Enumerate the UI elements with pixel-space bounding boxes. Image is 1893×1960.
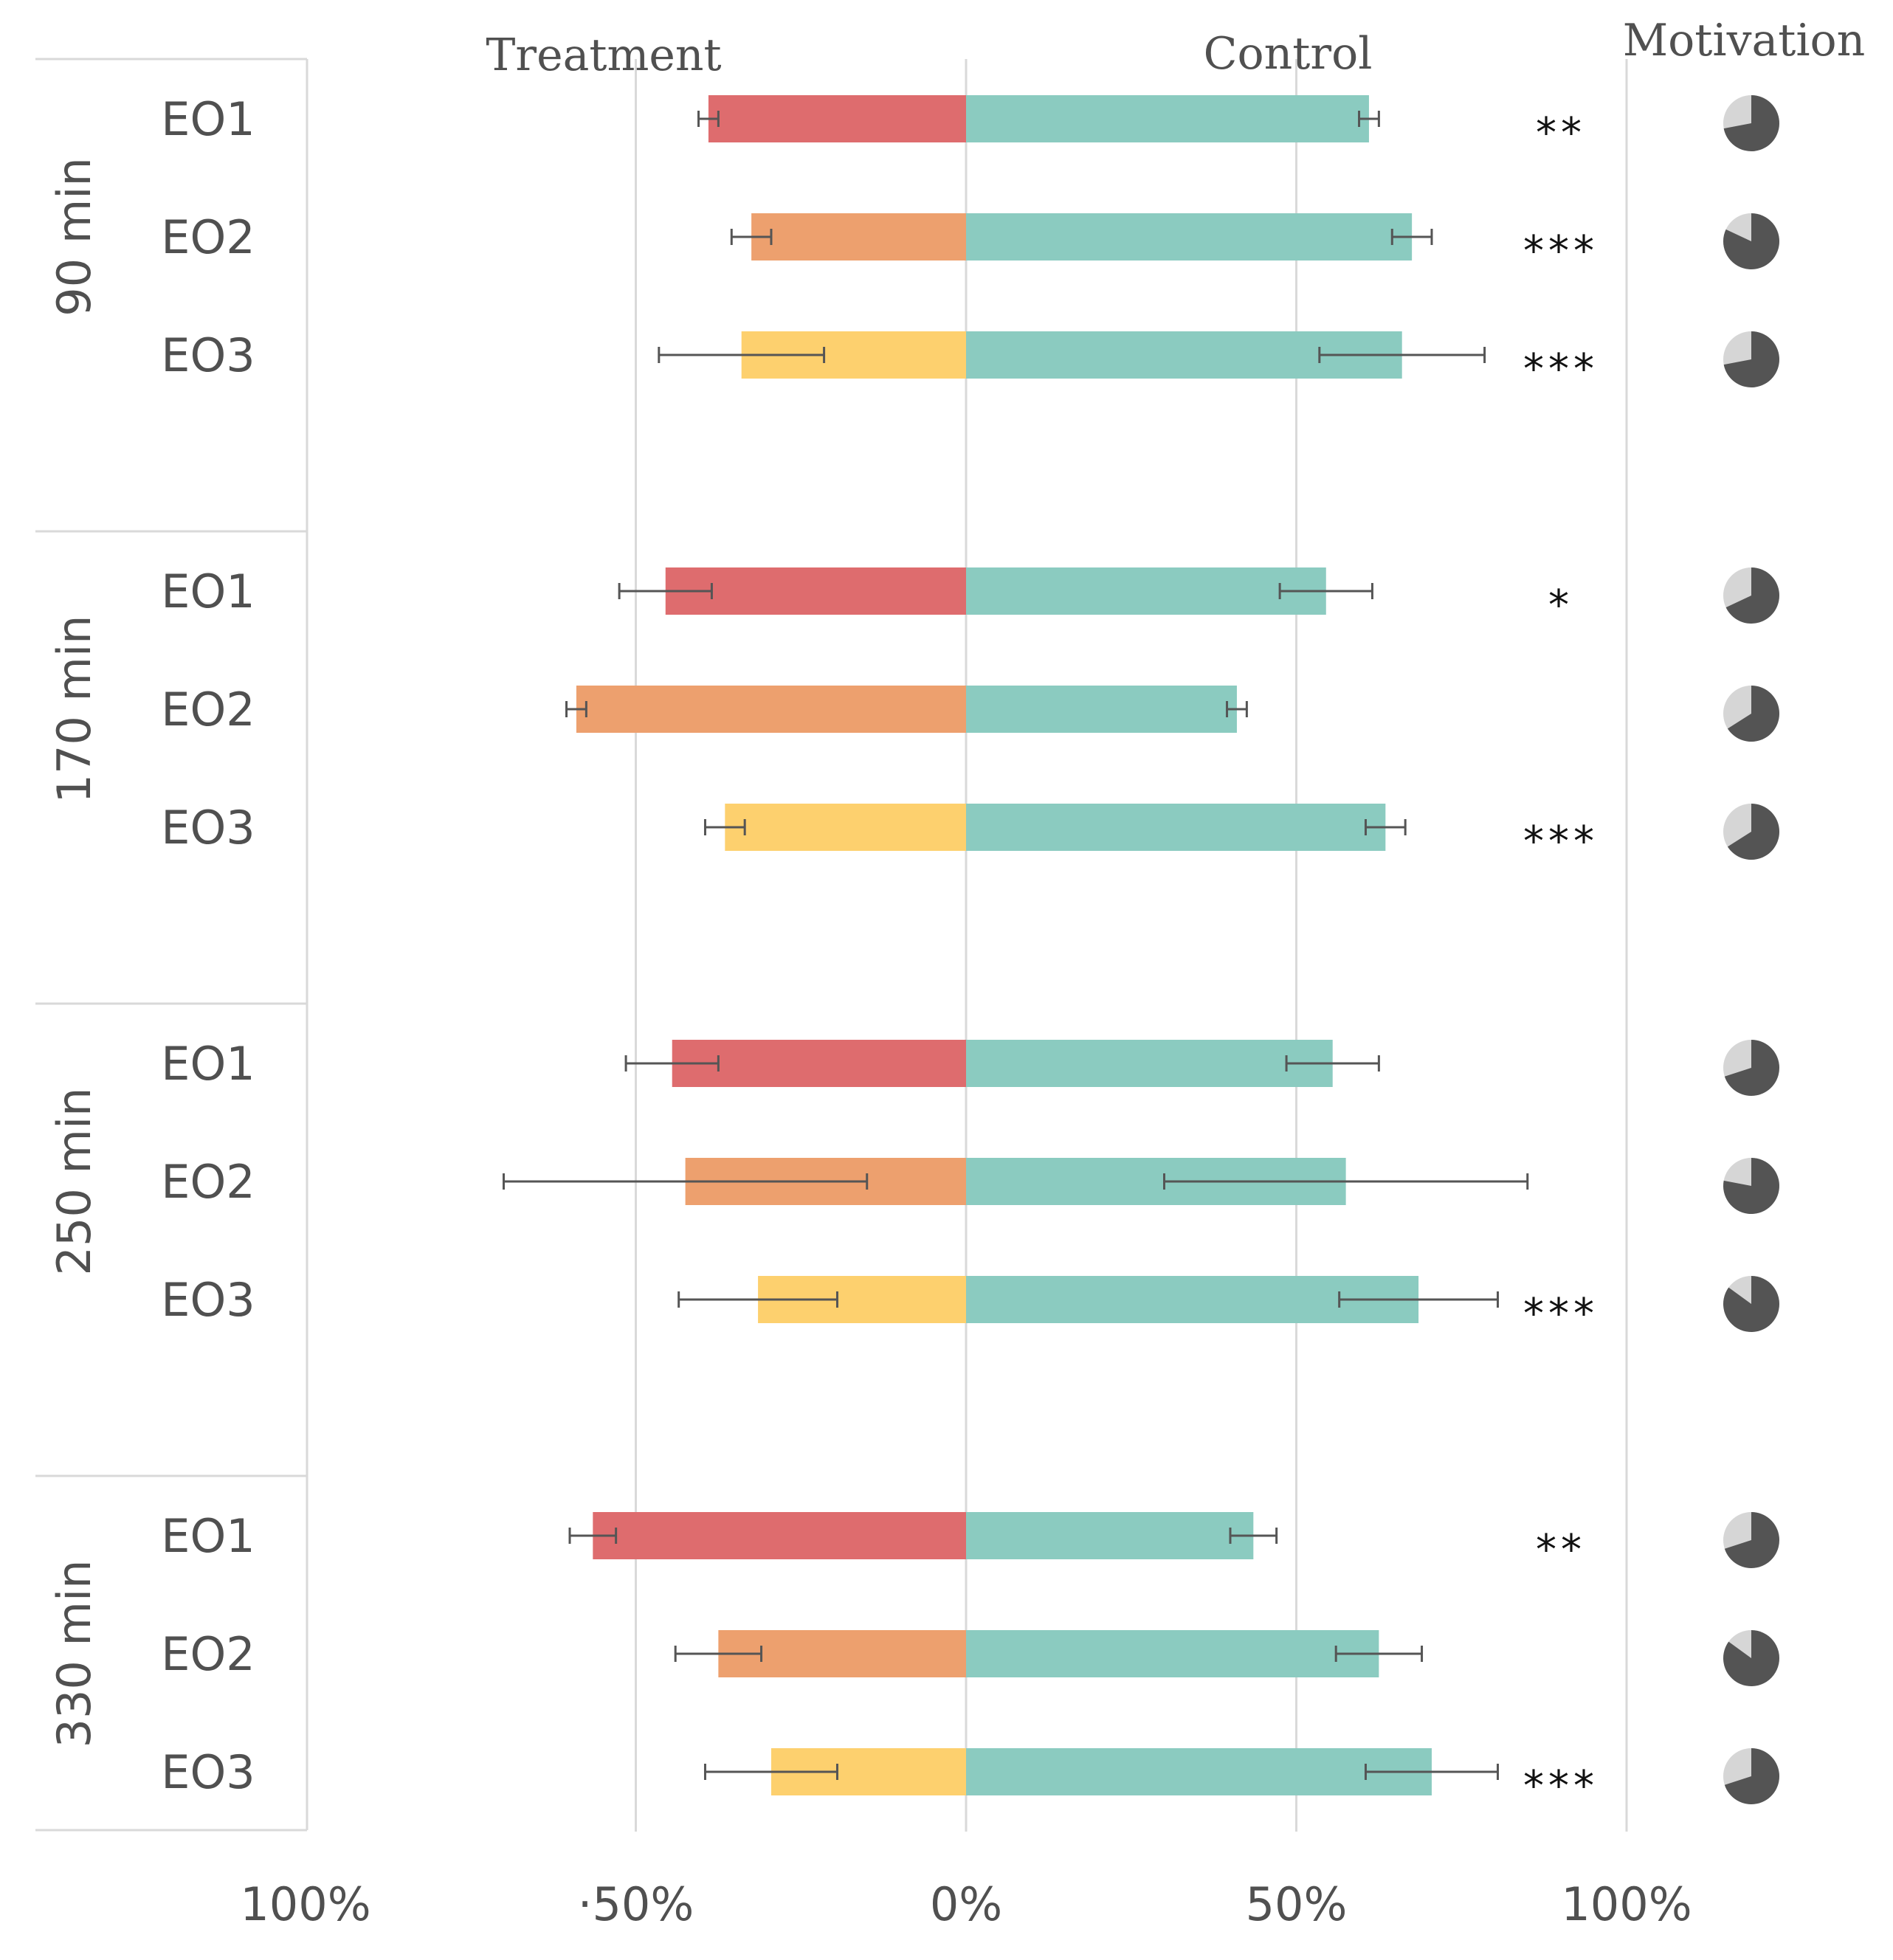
motivation-pie-slice — [1724, 1040, 1779, 1097]
row-label: EO2 — [161, 1155, 255, 1209]
motivation-pie-slice — [1724, 1512, 1779, 1568]
x-tick-label: 50% — [1246, 1877, 1348, 1931]
motivation-pie-slice — [1727, 686, 1779, 742]
x-tick-label: 0% — [930, 1877, 1002, 1931]
significance-stars: *** — [1523, 818, 1599, 866]
motivation-header: Motivation — [1623, 15, 1866, 66]
motivation-pie-slice — [1725, 567, 1779, 624]
row-label: EO2 — [161, 1627, 255, 1681]
treatment-bar — [708, 95, 966, 142]
motivation-pie-slice — [1723, 213, 1779, 269]
motivation-pie-slice — [1723, 1276, 1780, 1332]
control-bar — [966, 686, 1237, 733]
row-label: EO3 — [161, 1745, 255, 1799]
motivation-pie-slice — [1724, 1748, 1779, 1804]
row-label: EO1 — [161, 565, 255, 618]
group-frame — [35, 58, 308, 1832]
group-label: 170 min — [47, 615, 101, 804]
x-tick-label: ·50% — [578, 1877, 694, 1931]
control-bar — [966, 567, 1326, 615]
control-bar — [966, 804, 1386, 851]
significance-stars: *** — [1523, 227, 1599, 275]
bar-layer — [503, 95, 1529, 1795]
significance-stars: * — [1548, 582, 1573, 629]
significance-stars: *** — [1523, 345, 1599, 393]
row-label: EO3 — [161, 328, 255, 382]
significance-stars: *** — [1523, 1290, 1599, 1338]
group-label: 90 min — [47, 157, 101, 317]
group-label: 330 min — [47, 1560, 101, 1748]
row-label: EO3 — [161, 1273, 255, 1327]
significance-stars: *** — [1523, 1762, 1599, 1810]
motivation-pie-slice — [1723, 1158, 1779, 1214]
treatment-bar — [576, 686, 966, 733]
treatment-bar — [665, 567, 966, 615]
row-label: EO1 — [161, 1037, 255, 1091]
motivation-pie-slice — [1723, 331, 1779, 387]
control-bar — [966, 1512, 1254, 1559]
x-tick-label: 100% — [1561, 1877, 1692, 1931]
motivation-pie-slice — [1723, 1630, 1779, 1686]
group-label: 250 min — [47, 1088, 101, 1276]
row-label: EO2 — [161, 683, 255, 736]
row-label: EO1 — [161, 92, 255, 146]
treatment-header: Treatment — [486, 30, 721, 81]
significance-stars: ** — [1536, 109, 1586, 157]
row-label: EO2 — [161, 210, 255, 264]
control-bar — [966, 1630, 1379, 1677]
control-header: Control — [1204, 28, 1373, 80]
treatment-bar — [593, 1512, 966, 1559]
control-bar — [966, 1040, 1333, 1087]
treatment-bar — [725, 804, 966, 851]
control-bar — [966, 213, 1413, 260]
control-bar — [966, 95, 1369, 142]
motivation-pie-slice — [1723, 95, 1779, 151]
motivation-pie-slice — [1727, 804, 1779, 860]
treatment-bar — [751, 213, 966, 260]
row-label: EO1 — [161, 1509, 255, 1563]
grid-layer — [635, 59, 1628, 1832]
x-tick-label: 100% — [240, 1877, 370, 1931]
treatment-bar — [672, 1040, 966, 1087]
row-label: EO3 — [161, 801, 255, 855]
control-bar — [966, 1748, 1432, 1795]
significance-stars: ** — [1536, 1526, 1586, 1574]
